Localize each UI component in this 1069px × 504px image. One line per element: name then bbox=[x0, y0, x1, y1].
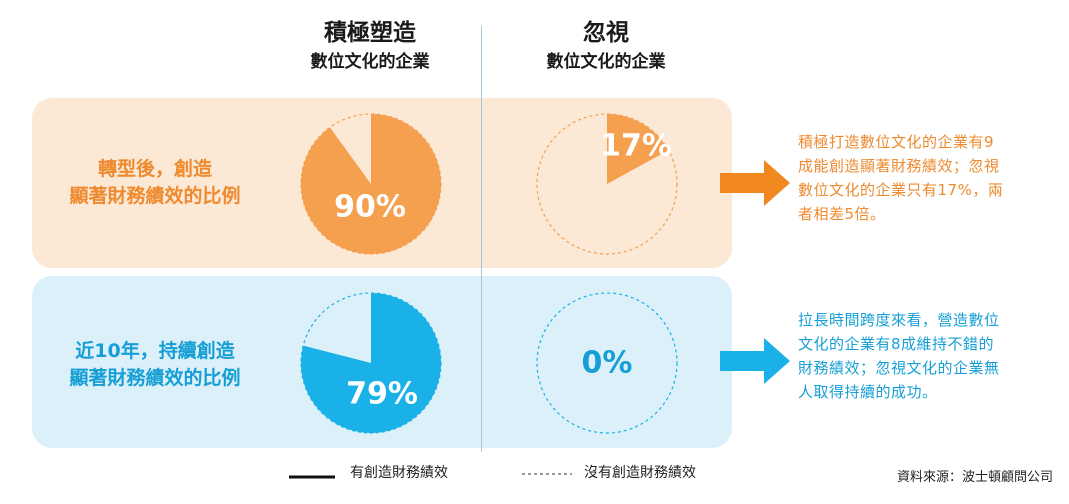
note-ten-years-line: 拉長時間跨度來看，營造數位 bbox=[798, 311, 1000, 329]
note-transformation-line: 數位文化的企業只有17%，兩 bbox=[798, 181, 1004, 199]
column-header-ignore: 忽視 數位文化的企業 bbox=[506, 18, 706, 76]
row-label-transformation-line1: 轉型後，創造 bbox=[97, 158, 212, 180]
column-header-active: 積極塑造 數位文化的企業 bbox=[270, 18, 470, 76]
row-label-transformation-line2: 顯著財務績效的比例 bbox=[69, 185, 241, 207]
pie-value-label: 79% bbox=[346, 377, 418, 412]
pie-active-transformation: 90% bbox=[300, 113, 442, 255]
pie-outline-dashed bbox=[536, 113, 678, 255]
pie-value-label: 17% bbox=[600, 129, 672, 164]
note-ten-years-line: 財務績效；忽視文化的企業無 bbox=[798, 359, 1000, 377]
row-label-ten-years: 近10年，持續創造 顯著財務績效的比例 bbox=[40, 338, 270, 392]
row-label-ten-years-line2: 顯著財務績效的比例 bbox=[69, 367, 241, 389]
pie-ignore-ten-years: 0% bbox=[536, 292, 678, 434]
pie-value-label: 90% bbox=[334, 190, 406, 225]
legend-solid-line bbox=[289, 475, 335, 479]
legend-dashed-label: 沒有創造財務績效 bbox=[584, 465, 696, 481]
note-transformation: 積極打造數位文化的企業有9 成能創造顯著財務績效；忽視 數位文化的企業只有17%… bbox=[798, 130, 1048, 226]
pie-slice bbox=[301, 293, 442, 433]
pie-slice bbox=[301, 114, 442, 254]
column-header-ignore-subtitle: 數位文化的企業 bbox=[546, 52, 666, 72]
column-header-active-title: 積極塑造 bbox=[324, 20, 416, 46]
pie-value-label: 0% bbox=[582, 346, 633, 381]
source-note: 資料來源：波士頓顧問公司 bbox=[896, 470, 1053, 485]
pie-slice bbox=[607, 114, 669, 184]
note-ten-years: 拉長時間跨度來看，營造數位 文化的企業有8成維持不錯的 財務績效；忽視文化的企業… bbox=[798, 308, 1048, 404]
row-label-ten-years-line1: 近10年，持續創造 bbox=[75, 340, 235, 362]
arrow-right-orange-icon bbox=[720, 160, 790, 206]
note-transformation-line: 者相差5倍。 bbox=[798, 205, 886, 223]
column-header-active-subtitle: 數位文化的企業 bbox=[310, 52, 430, 72]
legend-solid-label: 有創造財務績效 bbox=[350, 465, 448, 481]
legend-dashed-line bbox=[522, 473, 572, 475]
column-header-ignore-title: 忽視 bbox=[583, 20, 629, 46]
column-divider bbox=[481, 26, 482, 452]
row-label-transformation: 轉型後，創造 顯著財務績效的比例 bbox=[40, 156, 270, 210]
pie-outline-dashed bbox=[536, 292, 678, 434]
note-ten-years-line: 人取得持續的成功。 bbox=[798, 383, 938, 401]
note-ten-years-line: 文化的企業有8成維持不錯的 bbox=[798, 335, 995, 353]
pie-active-ten-years: 79% bbox=[300, 292, 442, 434]
pie-ignore-transformation: 17% bbox=[536, 113, 678, 255]
note-transformation-line: 成能創造顯著財務績效；忽視 bbox=[798, 157, 1000, 175]
arrow-right-blue-icon bbox=[720, 338, 790, 384]
note-transformation-line: 積極打造數位文化的企業有9 bbox=[798, 133, 995, 151]
